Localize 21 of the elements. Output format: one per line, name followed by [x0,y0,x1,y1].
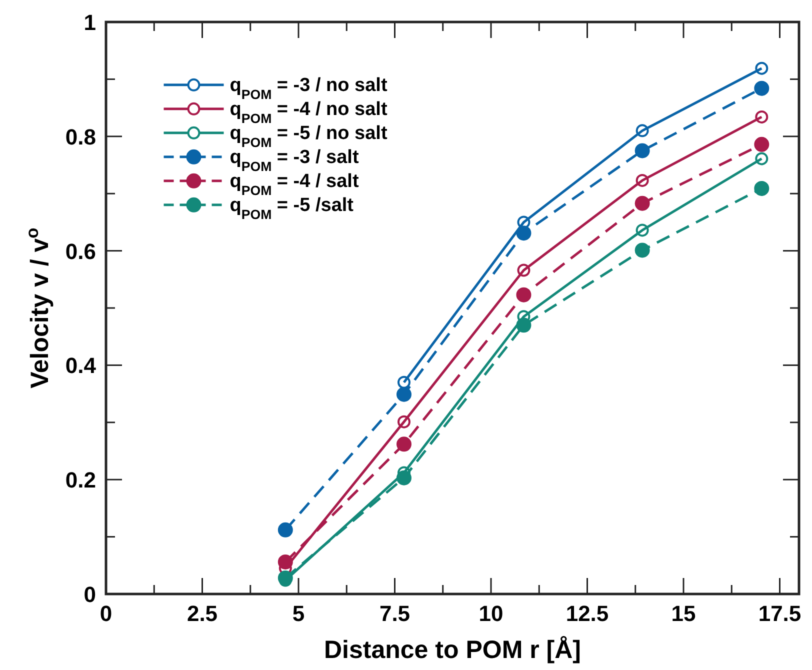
x-tick-label: 0 [100,601,112,626]
legend-label: q$_{POM}$ = -4 / salt [230,170,360,198]
legend-label: q$_{POM}$ = -4 / no salt [230,98,388,126]
y-tick-label: 0.6 [65,238,96,264]
y-tick-label: 0.8 [65,124,96,150]
legend-label: q$_{POM}$ = -3 / salt [230,146,360,174]
y-tick-label: 0.2 [65,468,96,493]
x-tick-label: 12.5 [566,601,609,626]
y-tick-label: 0 [84,582,96,607]
x-tick-label: 2.5 [186,601,218,626]
x-tick-label: 10 [478,601,504,626]
x-tick-label: 7.5 [379,601,410,626]
legend-label: q$_{POM}$ = -3 / no salt [230,74,388,102]
y-tick-label: 0.4 [65,353,97,378]
y-tick-label: 1 [84,10,96,35]
x-tick-label: 15 [671,601,696,626]
legend-label: q$_{POM}$ = -5 /salt [230,194,354,222]
x-tick-label: 17.5 [758,601,802,626]
x-tick-label: 5 [292,601,305,626]
legend-label: q$_{POM}$ = -5 / no salt [230,122,388,150]
x-axis-title: Distance to POM r [Å] [324,635,581,664]
